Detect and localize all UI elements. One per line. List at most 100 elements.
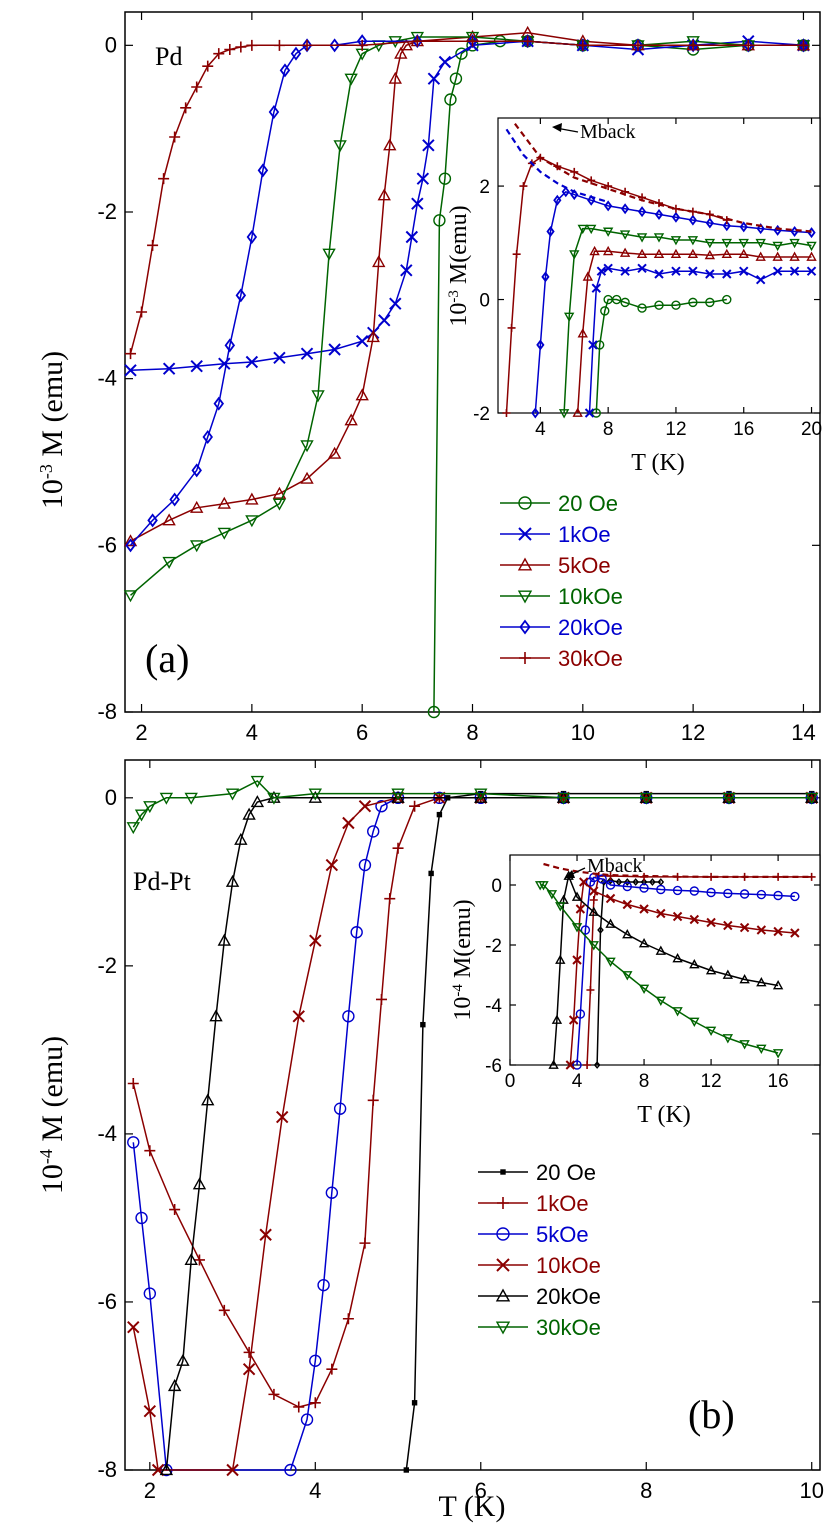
- panel-a-series-3-point: [162, 556, 176, 569]
- panel-b-series-1-point: [268, 1388, 280, 1400]
- panel-a-inset-series-3-point: [772, 241, 783, 252]
- panel-a-series-4-point: [268, 105, 280, 119]
- panel-a-series-1-point: [162, 362, 176, 375]
- panel-b-inset-annotation: Mback: [587, 855, 643, 877]
- panel-a-series-1-point: [245, 355, 259, 369]
- panel-a-series-4-point: [202, 430, 213, 444]
- panel-b-inset-series-1-point: [589, 896, 598, 904]
- panel-b-inset-series-4-point: [739, 974, 750, 984]
- panel-b-inset-x-tick-label: 16: [768, 1071, 789, 1092]
- panel-a-inset-series-0-point: [705, 297, 715, 308]
- panel-a-inset-annotation: Mback: [580, 121, 636, 143]
- panel-b-series-0-point: [403, 1467, 410, 1473]
- panel-a-series-1-point: [405, 230, 419, 244]
- panel-a-inset-series-0-point: [620, 297, 630, 308]
- panel-a-series-1-point: [190, 359, 203, 373]
- panel-a-inset-series-1-point: [588, 340, 598, 350]
- panel-b-inset-series-0-point: [623, 878, 631, 886]
- panel-a-series-1-point: [416, 172, 430, 185]
- panel-b-series-3-point: [143, 1404, 157, 1418]
- panel-b-series-5-point: [805, 792, 819, 805]
- panel-b-sample-label: Pd-Pt: [133, 867, 192, 896]
- panel-a-series-3-point: [410, 31, 425, 44]
- panel-a-inset-series-2-point: [572, 407, 583, 417]
- panel-a-inset-series-3-point: [653, 233, 665, 243]
- panel-a-inset-series-4-point: [604, 200, 613, 212]
- panel-a-series-0-line: [433, 40, 804, 713]
- panel-b-x-tick-label: 8: [640, 1478, 652, 1503]
- panel-a-series-1-point: [400, 264, 413, 277]
- panel-b-legend-entry: 10kOe: [478, 1253, 601, 1278]
- panel-a-inset-series-3-point: [558, 409, 570, 419]
- panel-b-series-5-point: [250, 775, 265, 788]
- panel-b-inset-y-tick-label: -2: [485, 936, 502, 957]
- panel-b-inset-series-2-point: [575, 1009, 586, 1019]
- panel-b-inset-ylabel-base: 10: [450, 997, 476, 1021]
- panel-a-series-5-point: [213, 48, 225, 60]
- panel-a-inset-series-5-point: [570, 167, 579, 176]
- panel-a-legend-marker: [517, 557, 533, 571]
- panel-a-series-3-point: [333, 140, 347, 153]
- panel-b-inset-series-5-point: [555, 902, 566, 912]
- panel-a-series-5-point: [191, 81, 203, 93]
- panel-a-inset-series-2-point: [789, 251, 800, 261]
- panel-a-series-4-point: [169, 492, 180, 507]
- panel-a-inset-series-2-point: [755, 251, 766, 261]
- panel-b-inset-series-0-point: [640, 878, 648, 886]
- panel-b-legend-marker: [500, 1169, 506, 1175]
- panel-b-series-5-point: [556, 792, 571, 805]
- panel-a-inset-series-2-point: [582, 271, 594, 281]
- panel-b-series-1-point: [367, 1094, 379, 1106]
- panel-b-series-4-point: [184, 1252, 198, 1266]
- panel-b-inset-series-5-point: [538, 881, 549, 891]
- panel-a-inset-series-0-point: [688, 297, 698, 308]
- panel-a-inset-series-4-point: [587, 194, 596, 206]
- panel-a-series-4-point: [246, 230, 258, 244]
- panel-b-inset-ticks: 0 4 8 12 16 0 -2 -4 -6: [485, 855, 820, 1092]
- panel-a-inset-series-2-point: [704, 249, 716, 260]
- panel-b-series-0-point: [428, 870, 434, 877]
- panel-b-x-tick-label: 6: [475, 1478, 487, 1503]
- panel-b-series-1-point: [375, 993, 387, 1005]
- panel-a-series-5-point: [235, 41, 247, 53]
- arrow-head-icon: [565, 870, 575, 878]
- panel-b-inset-series-3-point: [773, 926, 783, 937]
- panel-a-series-0-point: [427, 705, 441, 719]
- panel-a-inset-series-2-point: [653, 248, 665, 259]
- panel-a-series-5-point: [467, 35, 478, 47]
- panel-a-inset-series-3-point: [569, 250, 580, 260]
- panel-a-inset-series-4-point: [705, 217, 714, 229]
- panel-a-sample-label: Pd: [155, 42, 182, 71]
- panel-a-series-5-point: [411, 35, 423, 47]
- panel-b-series-5-point: [225, 788, 240, 801]
- panel-b-inset-series-5-point: [638, 984, 650, 994]
- panel-b-inset-series-4-point: [605, 918, 616, 928]
- panel-b-legend-marker: [495, 1321, 511, 1335]
- panel-a-inset-series-3-point: [636, 233, 648, 243]
- panel-a-y-axis-title: 10-3 M (emu): [36, 351, 69, 509]
- panel-b-series-2-point: [350, 926, 363, 939]
- panel-a-inset-series-2-point: [577, 328, 588, 338]
- panel-a-series-2-point: [394, 46, 408, 59]
- panel-a-ylabel-base: 10: [36, 479, 69, 509]
- panel-a-series-3-point: [344, 73, 358, 86]
- panel-b-series-4-point: [225, 874, 240, 887]
- panel-b-legend-entry: 5kOe: [478, 1222, 589, 1247]
- panel-a-inset-series-3-point: [577, 224, 588, 235]
- panel-a-inset-series-0-point: [637, 303, 647, 313]
- panel-b-inset-series-3-point: [568, 1015, 579, 1025]
- panel-b-label: (b): [688, 1392, 735, 1437]
- panel-b-series-5-point: [391, 788, 405, 801]
- panel-b-frame: [124, 759, 821, 1471]
- panel-b-inset-series-3-point: [572, 955, 582, 965]
- panel-a-series-3-point: [245, 515, 259, 528]
- panel-b-series-4-point: [474, 790, 488, 803]
- panel-b-inset-series-4-point: [655, 945, 667, 955]
- panel-b-inset-series-2-point: [597, 874, 607, 884]
- panel-b-series-3-point: [358, 800, 372, 813]
- panel-b-ylabel-rest: M (emu): [36, 1036, 69, 1149]
- panel-a-series-3-point: [123, 590, 138, 603]
- panel-a-series-0-point: [444, 93, 457, 106]
- panel-a-inset-series-1-point: [739, 266, 749, 276]
